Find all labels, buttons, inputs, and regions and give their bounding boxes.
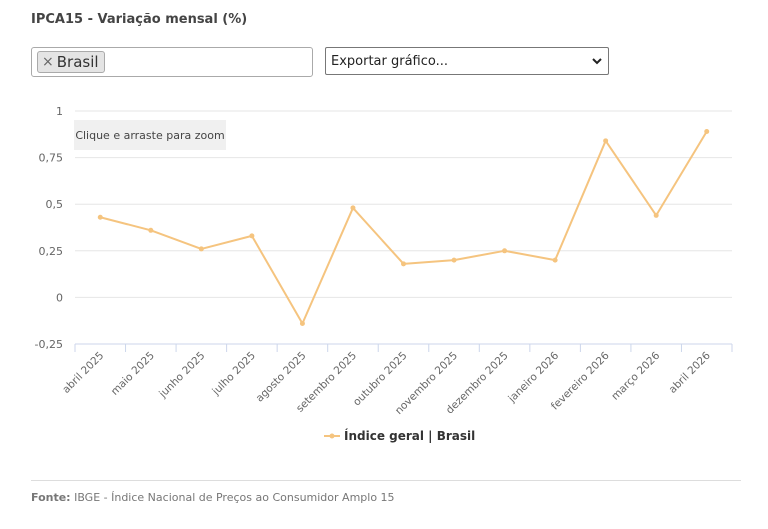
x-tick-label: maio 2025 bbox=[109, 350, 157, 398]
x-tick-label: junho 2025 bbox=[156, 350, 207, 401]
data-point[interactable] bbox=[653, 212, 659, 218]
chevron-down-icon bbox=[592, 58, 602, 65]
y-tick-label: 0,75 bbox=[39, 152, 64, 165]
data-point[interactable] bbox=[704, 129, 710, 135]
legend[interactable]: Índice geral | Brasil bbox=[324, 428, 475, 443]
y-tick-label: 0 bbox=[56, 291, 63, 304]
data-point[interactable] bbox=[451, 257, 457, 263]
zoom-hint-text: Clique e arraste para zoom bbox=[75, 129, 224, 142]
page-title: IPCA15 - Variação mensal (%) bbox=[31, 12, 248, 27]
x-tick-label: agosto 2025 bbox=[254, 350, 309, 405]
location-filter-input[interactable]: × Brasil bbox=[31, 47, 313, 77]
filter-tag-label: Brasil bbox=[56, 53, 99, 71]
legend-item-label: Índice geral | Brasil bbox=[344, 428, 475, 443]
data-point[interactable] bbox=[350, 205, 356, 211]
series-line[interactable] bbox=[100, 130, 708, 325]
y-tick-label: -0,25 bbox=[35, 338, 63, 351]
source-note: Fonte: IBGE - Índice Nacional de Preços … bbox=[31, 491, 395, 504]
x-tick-label: abril 2025 bbox=[60, 350, 106, 396]
y-tick-label: 0,25 bbox=[39, 245, 64, 258]
data-point[interactable] bbox=[401, 261, 406, 267]
x-tick-label: março 2026 bbox=[609, 349, 662, 402]
x-tick-label: janeiro 2026 bbox=[505, 349, 561, 405]
data-point[interactable] bbox=[299, 320, 305, 326]
legend-dot-marker bbox=[329, 433, 335, 439]
y-tick-label: 1 bbox=[56, 105, 63, 118]
x-tick-label: julho 2025 bbox=[209, 350, 258, 399]
footer-divider bbox=[31, 480, 741, 481]
filter-tag-brasil: × Brasil bbox=[37, 51, 105, 73]
data-point[interactable] bbox=[148, 227, 154, 233]
data-point[interactable] bbox=[502, 248, 508, 254]
data-point[interactable] bbox=[97, 214, 103, 220]
data-point[interactable] bbox=[249, 233, 255, 239]
data-point[interactable] bbox=[603, 138, 609, 144]
export-select-label: Exportar gráfico... bbox=[331, 53, 449, 69]
export-chart-select[interactable]: Exportar gráfico... bbox=[325, 47, 609, 75]
source-text: IBGE - Índice Nacional de Preços ao Cons… bbox=[74, 491, 395, 504]
remove-tag-icon[interactable]: × bbox=[42, 54, 54, 70]
x-tick-label: abril 2026 bbox=[667, 349, 713, 395]
zoom-hint-box bbox=[74, 120, 226, 150]
y-tick-label: 0,5 bbox=[46, 198, 64, 211]
data-point[interactable] bbox=[198, 246, 204, 252]
source-label: Fonte: bbox=[31, 491, 71, 504]
data-point[interactable] bbox=[552, 257, 558, 263]
